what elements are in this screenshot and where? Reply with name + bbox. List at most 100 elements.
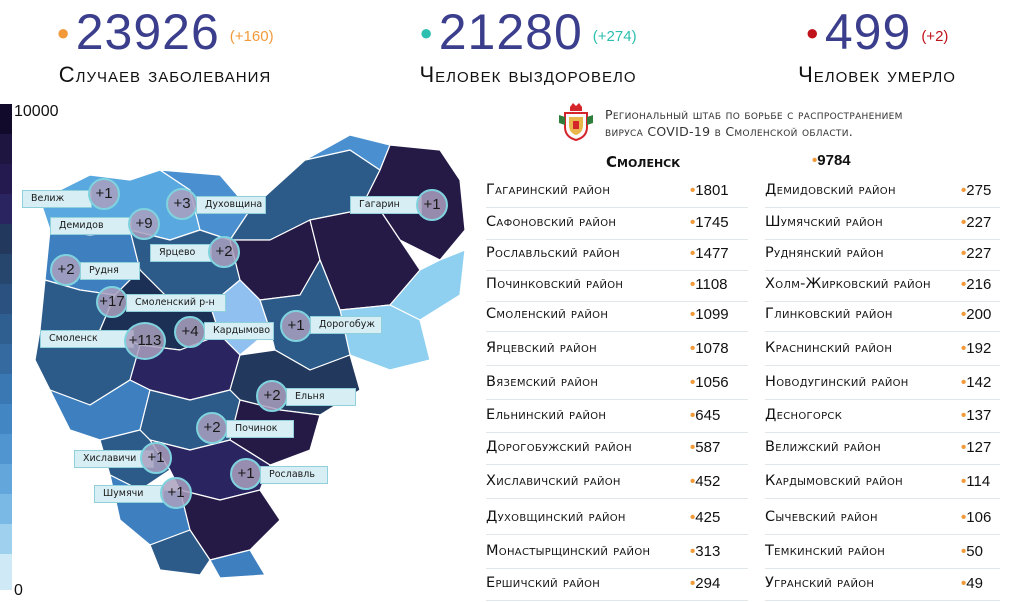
district-value: •50 bbox=[961, 543, 983, 560]
district-value: •1056 bbox=[690, 374, 729, 391]
district-value-text: 106 bbox=[966, 509, 992, 526]
map-bubble-dukhovshchina: +3 bbox=[166, 188, 198, 220]
district-value: •452 bbox=[690, 473, 720, 490]
accent-dot-icon: • bbox=[690, 306, 696, 323]
district-value-text: 49 bbox=[966, 575, 983, 592]
scale-max-label: 10000 bbox=[14, 103, 59, 120]
district-value: •137 bbox=[961, 407, 991, 424]
map-bubble-dorogobuzh: +1 bbox=[280, 310, 312, 342]
table-row: Новодугинский район •142 bbox=[765, 368, 1000, 400]
district-name: Руднянский район bbox=[765, 245, 884, 261]
recovered-label: Человек выздоровело bbox=[419, 62, 637, 87]
district-value: •1801 bbox=[690, 182, 729, 199]
deaths-stat: ● 499 (+2) Человек умерло bbox=[764, 2, 990, 88]
table-row: Десногорск •137 bbox=[765, 401, 1000, 433]
district-name: Починковский район bbox=[486, 276, 624, 292]
district-name: Дорогобужский район bbox=[486, 439, 632, 455]
district-value-text: 1477 bbox=[695, 245, 729, 262]
district-value-text: 216 bbox=[966, 276, 992, 293]
accent-dot-icon: • bbox=[690, 340, 696, 357]
district-name: Шумячский район bbox=[765, 214, 883, 230]
district-value-text: 1099 bbox=[695, 306, 729, 323]
district-value-text: 1745 bbox=[695, 214, 729, 231]
district-value: •127 bbox=[961, 439, 991, 456]
district-value-text: 1108 bbox=[695, 276, 728, 293]
accent-dot-icon: • bbox=[690, 245, 696, 262]
accent-dot-icon: • bbox=[690, 407, 696, 424]
map-bubble-yelnya: +2 bbox=[256, 380, 288, 412]
district-value: •227 bbox=[961, 214, 991, 231]
smolensk-city-value: •9784 bbox=[812, 152, 851, 169]
accent-dot-icon: • bbox=[961, 407, 967, 424]
district-desnogorsk bbox=[209, 549, 266, 579]
district-value-text: 452 bbox=[695, 473, 721, 490]
district-value: •275 bbox=[961, 182, 991, 199]
accent-dot-icon: • bbox=[690, 439, 696, 456]
table-row: Угранский район •49 bbox=[765, 569, 1000, 601]
smolensk-value-text: 9784 bbox=[817, 152, 851, 169]
org-title-line1: Региональный штаб по борьбе с распростра… bbox=[605, 107, 903, 122]
map-bubble-shumyachi: +1 bbox=[160, 477, 192, 509]
smolensk-city-name: Смоленск bbox=[606, 153, 681, 171]
district-name: Темкинский район bbox=[765, 543, 886, 559]
district-name: Демидовский район bbox=[765, 182, 896, 198]
district-value-text: 192 bbox=[966, 340, 992, 357]
accent-dot-icon: • bbox=[690, 276, 696, 293]
district-name: Ершичский район bbox=[486, 575, 601, 591]
recovered-value: 21280 bbox=[438, 4, 583, 60]
table-row: Демидовский район •275 bbox=[765, 176, 1000, 208]
map-bubble-yartsevo: +2 bbox=[208, 236, 240, 268]
accent-dot-icon: • bbox=[690, 575, 696, 592]
district-value: •1745 bbox=[690, 214, 729, 231]
district-name: Хиславичский район bbox=[486, 473, 621, 489]
accent-dot-icon: • bbox=[690, 543, 696, 560]
cases-dot-icon: ● bbox=[56, 20, 70, 45]
district-value-text: 227 bbox=[966, 245, 992, 262]
deaths-dot-icon: ● bbox=[805, 20, 819, 45]
district-name: Новодугинский район bbox=[765, 374, 909, 390]
accent-dot-icon: • bbox=[961, 439, 967, 456]
district-name: Рославльский район bbox=[486, 245, 620, 261]
district-name: Духовщинский район bbox=[486, 509, 626, 525]
map-label-pochinok: Починок bbox=[226, 420, 294, 438]
map-label-velizh: Велиж bbox=[22, 190, 92, 208]
district-name: Холм-Жирковский район bbox=[765, 276, 931, 292]
district-name: Сафоновский район bbox=[486, 214, 617, 230]
district-value: •587 bbox=[690, 439, 720, 456]
map-bubble-demidov: +9 bbox=[128, 208, 160, 240]
deaths-delta: (+2) bbox=[921, 28, 949, 45]
table-row: Сычевский район •106 bbox=[765, 503, 1000, 535]
map-label-rudnya: Рудня bbox=[80, 262, 140, 280]
district-name: Кардымовский район bbox=[765, 473, 903, 489]
district-value-text: 425 bbox=[695, 509, 721, 526]
table-row: Духовщинский район •425 bbox=[486, 503, 748, 535]
recovered-dot-icon: ● bbox=[419, 20, 433, 45]
district-name: Ельнинский район bbox=[486, 407, 607, 423]
accent-dot-icon: • bbox=[961, 543, 967, 560]
accent-dot-icon: • bbox=[961, 340, 967, 357]
map-label-gagarin: Гагарин bbox=[350, 196, 422, 214]
table-row: Ярцевский район •1078 bbox=[486, 334, 748, 366]
district-value: •1108 bbox=[690, 276, 728, 293]
accent-dot-icon: • bbox=[961, 182, 967, 199]
district-value: •142 bbox=[961, 374, 991, 391]
cases-label: Случаев заболевания bbox=[58, 62, 272, 87]
map-label-yelnya: Ельня bbox=[286, 388, 356, 406]
district-value-text: 587 bbox=[695, 439, 721, 456]
district-value-text: 1078 bbox=[695, 340, 729, 357]
org-title-line2: вируса COVID-19 в Смоленской области. bbox=[605, 124, 854, 139]
deaths-label: Человек умерло bbox=[798, 62, 956, 87]
map-label-demidov: Демидов bbox=[50, 217, 132, 235]
map-bubble-pochinok: +2 bbox=[196, 412, 228, 444]
district-value: •106 bbox=[961, 509, 991, 526]
district-value: •294 bbox=[690, 575, 720, 592]
district-value-text: 114 bbox=[966, 473, 991, 490]
map-label-yartsevo: Ярцево bbox=[150, 244, 212, 262]
district-value: •645 bbox=[690, 407, 720, 424]
org-title: Региональный штаб по борьбе с распростра… bbox=[605, 106, 903, 140]
accent-dot-icon: • bbox=[961, 509, 967, 526]
accent-dot-icon: • bbox=[961, 245, 967, 262]
table-row: Шумячский район •227 bbox=[765, 208, 1000, 240]
district-value: •425 bbox=[690, 509, 720, 526]
district-name: Монастырщинский район bbox=[486, 543, 651, 559]
